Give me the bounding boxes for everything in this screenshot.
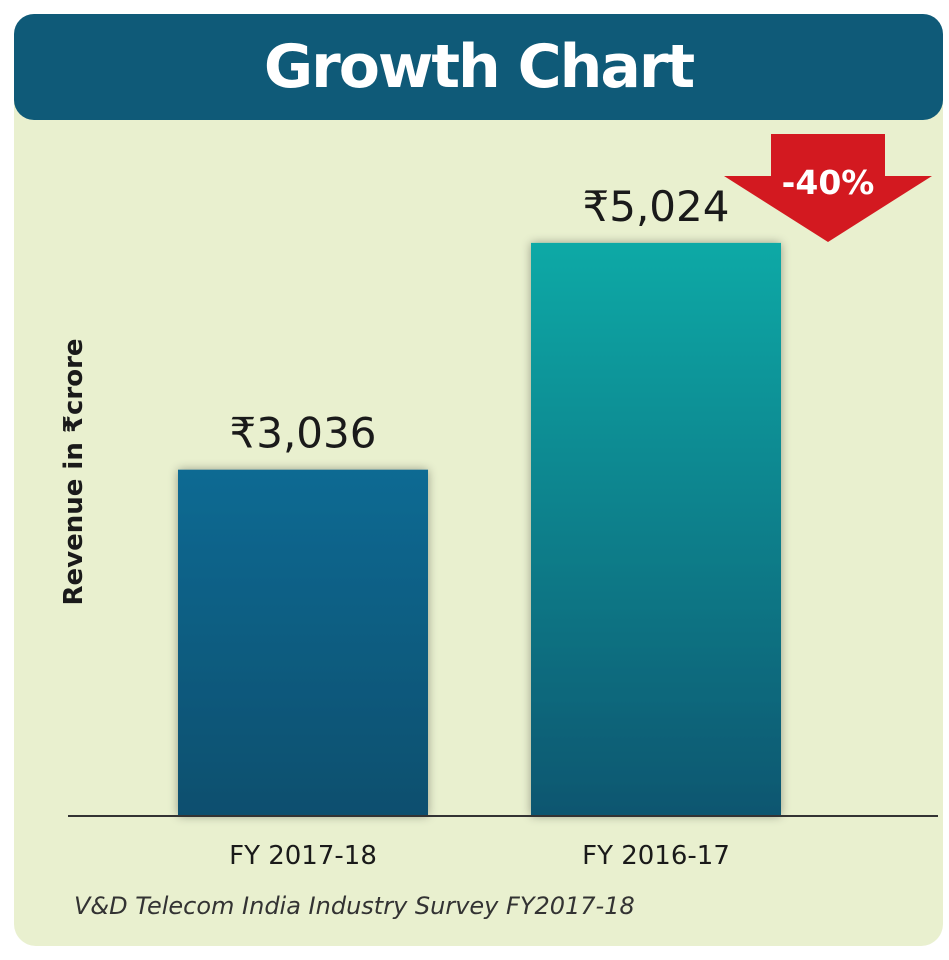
bar-fy-2017-18	[178, 469, 428, 816]
chart-header: Growth Chart	[14, 14, 943, 120]
chart-title: Growth Chart	[263, 32, 695, 102]
category-label-fy-2016-17: FY 2016-17	[582, 841, 730, 871]
data-label-fy-2017-18: ₹3,036	[230, 409, 377, 458]
data-label-fy-2016-17: ₹5,024	[583, 182, 730, 231]
change-annotation: -40%	[782, 163, 875, 202]
category-label-fy-2017-18: FY 2017-18	[229, 841, 377, 871]
down-arrow-icon	[724, 134, 932, 242]
y-axis-label: Revenue in ₹crore	[59, 338, 89, 605]
bar-fy-2016-17	[531, 242, 781, 816]
source-note: V&D Telecom India Industry Survey FY2017…	[74, 892, 635, 920]
